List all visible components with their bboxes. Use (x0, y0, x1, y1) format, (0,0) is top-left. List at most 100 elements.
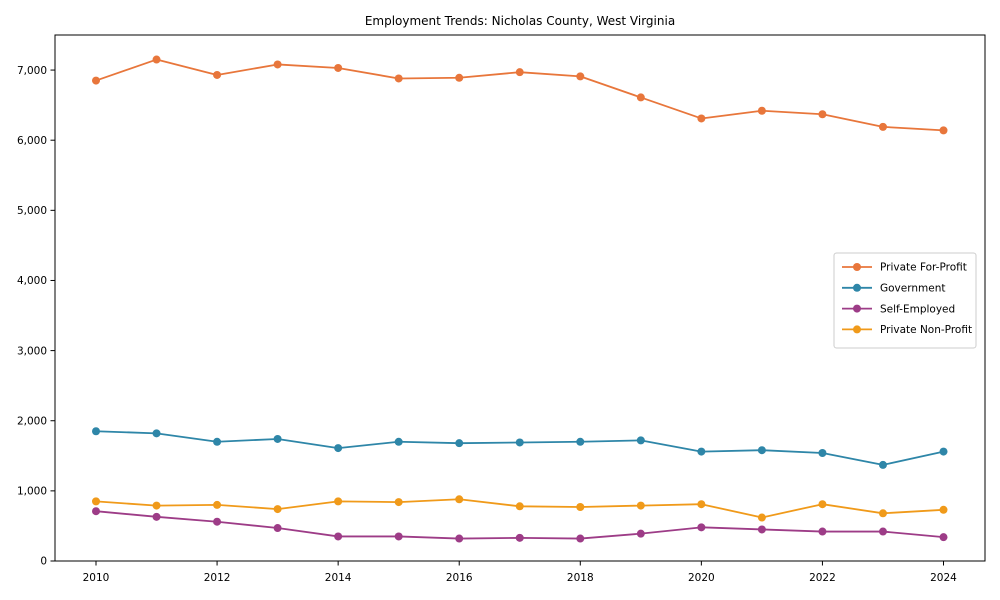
data-point-government-2012 (213, 437, 222, 446)
data-point-government-2015 (394, 437, 403, 446)
data-point-private-for-profit-2021 (757, 106, 766, 115)
y-tick-label: 3,000 (17, 345, 47, 357)
y-tick-label: 1,000 (17, 486, 47, 498)
y-tick-label: 6,000 (17, 135, 47, 147)
y-tick-label: 5,000 (17, 205, 47, 217)
data-point-private-non-profit-2019 (636, 501, 645, 510)
data-point-private-non-profit-2015 (394, 498, 403, 507)
data-point-private-non-profit-2020 (697, 500, 706, 509)
series-private-non-profit (92, 495, 948, 522)
data-point-private-non-profit-2024 (939, 505, 948, 514)
data-point-self-employed-2022 (818, 527, 827, 536)
data-point-government-2024 (939, 447, 948, 456)
data-point-private-for-profit-2024 (939, 126, 948, 135)
y-tick-label: 7,000 (17, 65, 47, 77)
legend-marker-private-non-profit (853, 325, 861, 334)
data-point-private-for-profit-2015 (394, 74, 403, 83)
series-self-employed (92, 507, 948, 543)
data-point-private-for-profit-2014 (334, 63, 343, 72)
data-point-self-employed-2017 (515, 533, 524, 542)
data-point-self-employed-2013 (273, 524, 282, 533)
data-point-private-for-profit-2019 (636, 93, 645, 102)
data-point-private-for-profit-2022 (818, 110, 827, 119)
data-point-private-for-profit-2013 (273, 60, 282, 69)
series-government (92, 427, 948, 469)
data-point-private-non-profit-2011 (152, 501, 161, 510)
data-point-government-2018 (576, 437, 585, 446)
data-point-private-non-profit-2023 (878, 509, 887, 518)
data-point-government-2011 (152, 429, 161, 438)
data-point-private-non-profit-2012 (213, 500, 222, 509)
data-point-private-non-profit-2016 (455, 495, 464, 504)
plot-area: 2010 2012 2014 2016 2018 2020 2022 2024 0 1,000 2,… (17, 34, 986, 584)
data-point-government-2020 (697, 447, 706, 456)
legend-marker-government (853, 283, 861, 292)
x-tick-label: 2012 (204, 572, 231, 584)
legend-item-private-non-profit: Private Non-Profit (842, 324, 972, 336)
data-point-private-for-profit-2020 (697, 114, 706, 123)
x-tick-label: 2022 (809, 572, 836, 584)
legend-marker-self-employed (853, 304, 861, 313)
data-point-private-for-profit-2011 (152, 55, 161, 64)
legend-label-self-employed: Self-Employed (880, 303, 955, 315)
data-point-private-non-profit-2018 (576, 502, 585, 511)
x-tick-label: 2016 (446, 572, 473, 584)
data-point-government-2019 (636, 436, 645, 445)
x-tick-label: 2024 (930, 572, 957, 584)
data-point-government-2021 (757, 446, 766, 455)
data-point-private-for-profit-2010 (92, 76, 100, 85)
legend-label-private-non-profit: Private Non-Profit (880, 324, 972, 336)
data-point-government-2023 (878, 460, 887, 469)
chart-title: Employment Trends: Nicholas County, West… (365, 14, 675, 28)
data-point-private-for-profit-2023 (878, 122, 887, 131)
data-point-private-non-profit-2017 (515, 502, 524, 511)
y-tick-label: 2,000 (17, 415, 47, 427)
legend: Private For-Profit Government Self-Employe… (833, 252, 977, 349)
data-point-private-for-profit-2016 (455, 73, 464, 82)
data-point-private-non-profit-2014 (334, 497, 343, 506)
legend-item-self-employed: Self-Employed (842, 303, 955, 315)
legend-item-private-for-profit: Private For-Profit (842, 262, 967, 274)
legend-box (833, 252, 977, 349)
data-point-self-employed-2011 (152, 512, 161, 521)
data-point-self-employed-2015 (394, 532, 403, 541)
data-point-self-employed-2016 (455, 534, 464, 543)
data-point-private-non-profit-2013 (273, 505, 282, 514)
data-point-self-employed-2023 (878, 527, 887, 536)
data-point-self-employed-2010 (92, 507, 100, 516)
data-point-government-2016 (455, 439, 464, 448)
x-tick-label: 2020 (688, 572, 715, 584)
data-point-government-2014 (334, 444, 343, 453)
data-point-private-non-profit-2022 (818, 500, 827, 509)
data-point-self-employed-2024 (939, 533, 948, 542)
data-point-self-employed-2019 (636, 529, 645, 538)
data-point-private-non-profit-2010 (92, 497, 100, 506)
data-point-government-2010 (92, 427, 100, 436)
series-private-for-profit (92, 55, 948, 135)
data-point-private-for-profit-2012 (213, 70, 222, 79)
data-point-self-employed-2018 (576, 534, 585, 543)
y-tick-label: 4,000 (17, 275, 47, 287)
plot-border (54, 34, 986, 562)
data-point-self-employed-2021 (757, 525, 766, 534)
legend-item-government: Government (842, 283, 945, 295)
legend-marker-private-for-profit (853, 263, 861, 271)
x-tick-label: 2018 (567, 572, 594, 584)
data-point-self-employed-2020 (697, 523, 706, 532)
data-point-self-employed-2014 (334, 532, 343, 541)
data-point-private-for-profit-2017 (515, 68, 524, 77)
series-line-government (95, 430, 944, 466)
data-point-private-non-profit-2021 (757, 513, 766, 522)
data-point-government-2017 (515, 438, 524, 447)
legend-label-private-for-profit: Private For-Profit (880, 262, 967, 274)
data-point-government-2013 (273, 434, 282, 443)
data-point-private-for-profit-2018 (576, 72, 585, 81)
x-tick-label: 2010 (83, 572, 110, 584)
legend-label-government: Government (880, 283, 945, 295)
y-tick-label: 0 (40, 556, 47, 568)
data-point-government-2022 (818, 448, 827, 457)
data-point-self-employed-2012 (213, 517, 222, 526)
x-tick-label: 2014 (325, 572, 352, 584)
